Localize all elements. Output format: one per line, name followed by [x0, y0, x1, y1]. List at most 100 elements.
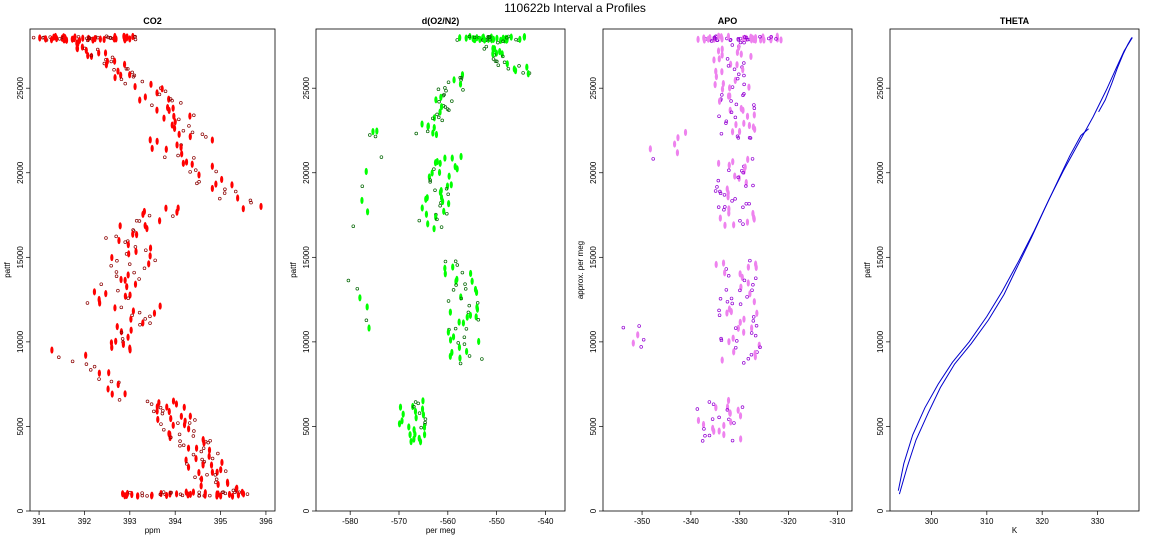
- data-point: [367, 324, 371, 332]
- data-point: [747, 83, 751, 91]
- data-point: [409, 438, 413, 446]
- data-point: [448, 352, 452, 360]
- data-point: [214, 477, 219, 482]
- data-point: [723, 205, 727, 209]
- data-point: [722, 430, 726, 439]
- data-point: [754, 276, 758, 280]
- y-tick-label: 5000: [589, 417, 598, 435]
- data-point: [248, 198, 253, 203]
- data-point: [444, 186, 449, 191]
- data-point: [738, 318, 742, 326]
- data-point: [103, 49, 108, 57]
- data-point: [164, 491, 169, 500]
- data-point: [451, 288, 456, 292]
- data-point: [147, 213, 152, 218]
- y-tick-label: 5000: [302, 417, 311, 435]
- data-point: [703, 434, 707, 438]
- data-point: [730, 85, 735, 89]
- data-point: [426, 220, 430, 228]
- data-point: [432, 167, 436, 171]
- data-point: [727, 209, 731, 217]
- data-point: [443, 270, 447, 278]
- data-point: [417, 411, 422, 415]
- data-point: [190, 160, 194, 168]
- data-point: [206, 440, 210, 445]
- data-point: [735, 76, 740, 81]
- y-tick-label: 20000: [16, 161, 25, 184]
- data-point: [168, 433, 172, 442]
- data-point: [735, 48, 739, 57]
- data-point: [736, 36, 741, 41]
- data-point: [509, 33, 513, 41]
- data-point: [714, 73, 718, 81]
- data-point: [130, 490, 134, 499]
- data-point: [201, 446, 206, 450]
- data-point: [712, 56, 716, 64]
- data-point: [717, 32, 721, 40]
- data-point: [441, 197, 445, 206]
- data-point: [488, 38, 492, 42]
- data-point: [456, 341, 460, 345]
- y-tick-label: 20000: [302, 161, 311, 184]
- panel-2: APO -350 -340 -330 -320 -310 0 5000 10000 15000 20…: [576, 16, 853, 526]
- data-point: [358, 294, 362, 302]
- data-point: [177, 130, 181, 138]
- data-point: [422, 431, 427, 439]
- x-tick-label: -580: [342, 517, 359, 526]
- data-point: [736, 406, 740, 414]
- data-point: [92, 364, 97, 369]
- data-point: [97, 369, 101, 377]
- data-point: [371, 128, 375, 136]
- data-point: [750, 324, 754, 332]
- x-tick-label: -310: [829, 517, 846, 526]
- data-point: [123, 292, 128, 300]
- data-point: [191, 452, 196, 457]
- data-point: [717, 159, 721, 167]
- data-point: [728, 92, 732, 100]
- data-point: [747, 201, 751, 206]
- data-point: [107, 369, 111, 377]
- data-point: [453, 326, 458, 331]
- data-point: [513, 67, 518, 75]
- data-point: [728, 84, 732, 92]
- data-point: [360, 184, 365, 188]
- data-point: [727, 338, 731, 346]
- series-line: [898, 128, 1089, 495]
- data-point: [637, 324, 641, 328]
- data-point: [648, 145, 652, 153]
- data-point: [156, 415, 160, 424]
- data-point: [373, 134, 378, 139]
- data-point: [474, 288, 479, 297]
- data-point: [741, 222, 745, 226]
- data-point: [700, 439, 705, 443]
- data-point: [751, 319, 756, 323]
- data-point: [187, 421, 192, 425]
- data-point: [421, 397, 425, 405]
- data-point: [740, 405, 745, 409]
- data-point: [741, 66, 745, 74]
- data-point: [150, 103, 154, 108]
- data-point: [126, 296, 130, 301]
- data-point: [719, 33, 723, 41]
- data-point: [137, 219, 142, 223]
- data-point: [365, 303, 369, 311]
- data-point: [227, 490, 232, 499]
- data-point: [738, 40, 743, 45]
- data-point: [158, 217, 162, 225]
- y-tick-label: 10000: [589, 330, 598, 353]
- data-point: [433, 188, 437, 192]
- data-point: [731, 334, 735, 342]
- data-point: [113, 74, 117, 82]
- data-point: [85, 301, 90, 305]
- data-point: [442, 92, 446, 97]
- data-point: [114, 337, 118, 345]
- data-point: [169, 490, 173, 495]
- data-point: [214, 169, 218, 174]
- data-point: [746, 155, 750, 164]
- x-tick-label: -350: [634, 517, 651, 526]
- data-point: [197, 494, 201, 498]
- data-point: [193, 475, 197, 479]
- data-point: [741, 106, 745, 114]
- data-point: [448, 336, 453, 344]
- data-point: [169, 435, 173, 440]
